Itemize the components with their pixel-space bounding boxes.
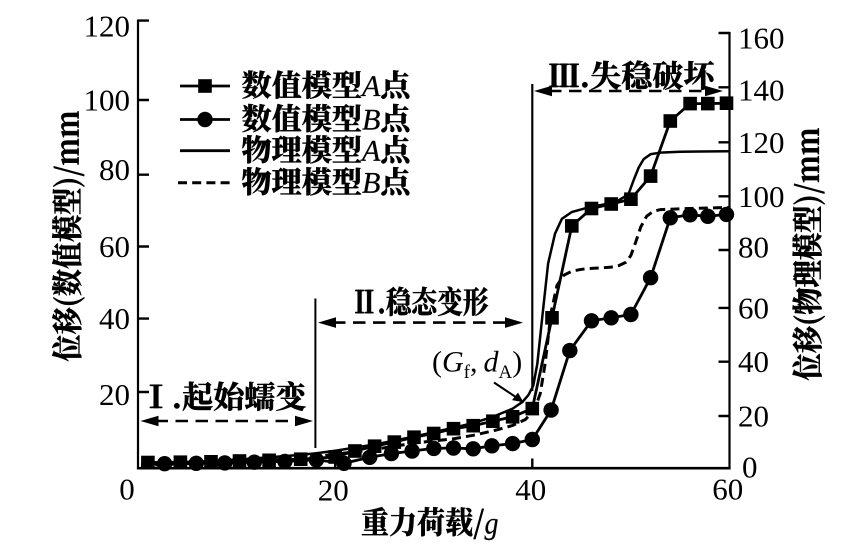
svg-text:60: 60 [99,229,130,264]
svg-text:80: 80 [738,230,769,265]
svg-text:120: 120 [738,125,785,160]
svg-text:80: 80 [99,152,130,187]
svg-text:100: 100 [84,83,131,118]
svg-text:60: 60 [712,471,743,506]
svg-text:120: 120 [84,9,131,44]
svg-text:60: 60 [738,290,769,325]
svg-text:20: 20 [318,472,349,507]
svg-text:0: 0 [119,471,135,506]
svg-text:40: 40 [738,344,769,379]
svg-text:40: 40 [515,472,546,507]
svg-text:140: 140 [738,73,785,108]
svg-text:20: 20 [738,399,769,434]
svg-text:40: 40 [99,301,130,336]
svg-text:0: 0 [742,450,758,485]
svg-text:20: 20 [99,377,130,412]
svg-text:160: 160 [738,20,785,55]
svg-text:100: 100 [738,179,785,214]
